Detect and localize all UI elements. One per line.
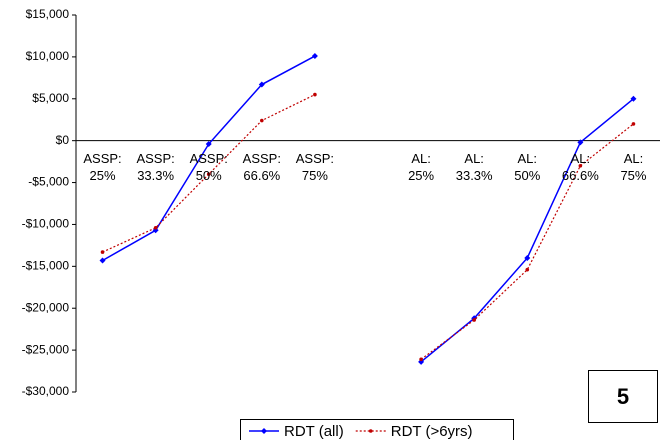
x-tick-label: ASSP: 50% xyxy=(189,151,228,183)
legend-label: RDT (>6yrs) xyxy=(391,423,473,440)
marker xyxy=(311,53,318,60)
x-tick-label: AL: 25% xyxy=(408,151,435,183)
marker xyxy=(577,139,584,146)
marker xyxy=(525,267,530,272)
y-tick-label: $10,000 xyxy=(26,49,70,63)
y-tick-label: $0 xyxy=(56,133,70,147)
marker xyxy=(524,254,531,261)
legend-label: RDT (all) xyxy=(284,423,344,440)
y-tick-label: -$25,000 xyxy=(22,342,70,356)
marker xyxy=(258,81,265,88)
y-tick-label: -$15,000 xyxy=(22,259,70,273)
x-tick-label: ASSP: 75% xyxy=(295,151,335,183)
marker xyxy=(100,250,105,254)
marker xyxy=(418,358,425,365)
marker xyxy=(472,318,476,322)
marker xyxy=(206,172,211,176)
x-tick-label: AL: 33.3% xyxy=(455,151,493,183)
series-line xyxy=(420,123,634,360)
y-tick-label: -$10,000 xyxy=(22,217,70,231)
marker xyxy=(205,141,212,148)
x-tick-label: ASSP: 25% xyxy=(83,151,122,183)
y-tick-label: $5,000 xyxy=(32,91,69,105)
marker xyxy=(261,428,267,434)
marker xyxy=(368,429,373,433)
x-tick-label: AL: 75% xyxy=(620,151,647,183)
marker xyxy=(578,164,583,168)
y-tick-label: -$20,000 xyxy=(22,300,70,314)
series-line xyxy=(420,98,634,363)
marker xyxy=(630,95,637,102)
y-tick-label: -$5,000 xyxy=(28,175,69,189)
x-tick-label: AL: 66.6% xyxy=(561,151,599,183)
marker xyxy=(99,257,106,264)
y-tick-label: -$30,000 xyxy=(22,384,70,398)
marker xyxy=(153,225,158,230)
marker xyxy=(313,92,317,97)
annotation: 5 xyxy=(588,370,658,423)
y-tick-label: $15,000 xyxy=(26,7,70,21)
marker xyxy=(631,122,636,126)
x-tick-label: ASSP: 33.3% xyxy=(136,151,175,183)
x-tick-label: AL: 50% xyxy=(514,151,541,183)
x-tick-label: ASSP: 66.6% xyxy=(242,151,281,183)
marker xyxy=(419,357,423,362)
legend: RDT (all) RDT (>6yrs) xyxy=(240,419,514,440)
marker xyxy=(260,118,264,123)
